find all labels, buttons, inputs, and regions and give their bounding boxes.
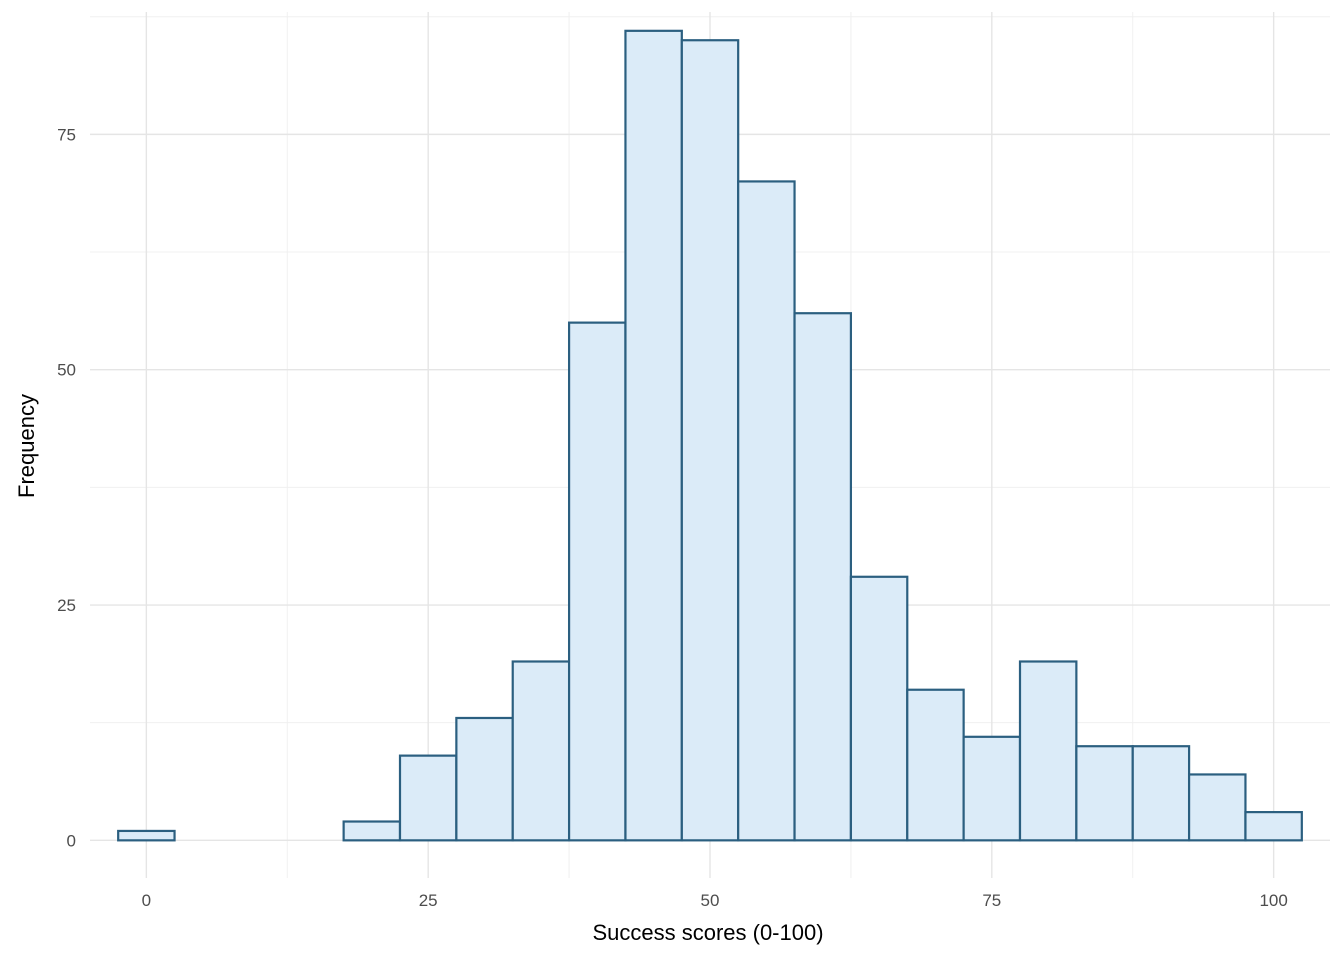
y-tick-label: 50: [57, 361, 76, 380]
histogram-bar: [1244, 811, 1303, 842]
histogram-bar: [511, 660, 571, 842]
histogram-bar: [1075, 745, 1134, 842]
y-axis-title: Frequency: [14, 394, 39, 498]
histogram-bar: [737, 180, 796, 842]
x-tick-label: 75: [982, 891, 1001, 910]
y-tick-label: 25: [57, 596, 76, 615]
histogram-bar: [1018, 660, 1078, 842]
histogram-bar: [1187, 773, 1247, 842]
histogram-bar: [117, 829, 176, 842]
bars-layer: [117, 29, 1303, 842]
x-tick-label: 100: [1259, 891, 1287, 910]
x-axis-title: Success scores (0-100): [592, 920, 823, 945]
histogram-bar: [906, 688, 965, 842]
histogram-bar: [680, 39, 740, 842]
x-tick-label: 0: [142, 891, 151, 910]
y-tick-label: 75: [57, 125, 76, 144]
histogram-bar: [849, 575, 909, 842]
histogram-bar: [962, 735, 1022, 842]
y-tick-label: 0: [67, 831, 76, 850]
histogram-bar: [455, 716, 514, 842]
histogram-bar: [624, 29, 683, 842]
histogram-bar: [398, 754, 458, 842]
x-tick-label: 50: [701, 891, 720, 910]
x-axis-ticks: 0 25 50 75 100: [142, 891, 1288, 910]
x-tick-label: 25: [419, 891, 438, 910]
histogram-bar: [1131, 745, 1191, 842]
histogram-bar: [342, 820, 402, 842]
histogram-bar: [793, 312, 853, 842]
y-axis-ticks: 0 25 50 75: [57, 125, 76, 850]
histogram-bar: [567, 321, 627, 842]
